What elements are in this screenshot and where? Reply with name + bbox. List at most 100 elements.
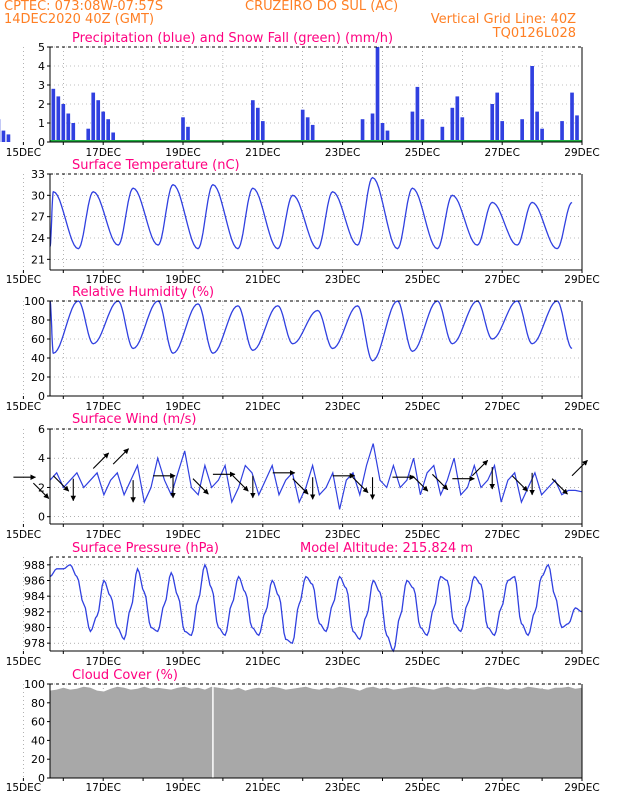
x-tick-label: 17DEC [85,147,120,159]
precip-bar [56,96,61,142]
precip-bar [86,128,91,142]
precip-bar [385,130,390,142]
precip-bar [310,124,315,142]
precip-bar [360,119,365,142]
y-tick-label: 980 [24,622,45,635]
x-tick-label: 15DEC [6,656,41,668]
y-tick-label: 986 [24,575,45,588]
y-tick-label: 978 [24,637,45,650]
y-tick-label: 0 [38,390,45,403]
x-tick-label: 21DEC [245,782,280,794]
precip-bar [305,117,310,142]
wind-vector-arrow [511,475,528,492]
precip-bar [91,92,96,142]
y-tick-label: 30 [31,189,45,202]
x-tick-label: 25DEC [405,274,440,286]
y-tick-label: 20 [31,371,45,384]
y-tick-label: 100 [24,678,45,691]
x-tick-label: 19DEC [165,274,200,286]
panel-4: 978 980 982 984 986 988 15DEC 17DEC 19DEC 21DEC 23… [6,541,600,668]
precip-bar [96,100,101,142]
x-tick-label: 17DEC [85,782,120,794]
header-code: TQ0126L028 [492,26,576,41]
wind-vector-arrow [412,475,429,492]
y-tick-label: 982 [24,606,45,619]
x-tick-label: 23DEC [325,529,360,541]
precip-bar [375,47,380,142]
precip-bar [530,66,534,142]
x-tick-label: 15DEC [6,147,41,159]
x-tick-label: 27DEC [484,147,519,159]
precip-bar [455,96,460,142]
precip-bar [535,111,539,142]
precip-bar [66,113,71,142]
y-tick-label: 984 [24,590,45,603]
header-source: CPTEC: 073:08W-07:57S [4,0,164,14]
precip-bar [71,123,76,142]
x-tick-label: 15DEC [6,401,41,413]
precip-bar [560,121,564,142]
y-tick-label: 2 [38,481,45,494]
temperature-line [49,176,573,250]
y-tick-label: 33 [31,168,45,181]
x-tick-label: 15DEC [6,529,41,541]
precip-bar [415,86,420,142]
precip-bar [300,109,305,142]
precip-bar [61,104,66,142]
precip-bar [1,130,6,142]
precip-bar [440,126,445,142]
x-tick-label: 17DEC [85,401,120,413]
x-tick-label: 27DEC [484,529,519,541]
x-tick-label: 21DEC [245,529,280,541]
x-tick-label: 23DEC [325,656,360,668]
x-tick-label: 17DEC [85,529,120,541]
wind-vector-arrow [232,475,249,492]
x-tick-label: 19DEC [165,147,200,159]
x-tick-label: 19DEC [165,529,200,541]
precip-bar [101,111,106,142]
header-date: 14DEC2020 40Z (GMT) [4,12,155,27]
x-tick-label: 27DEC [484,274,519,286]
humidity-line [49,300,573,362]
y-tick-label: 2 [38,98,45,111]
y-tick-label: 6 [38,423,45,436]
panel-3: 0 2 4 6 15DEC 17DEC 19DEC 21DEC 23DEC 25DEC 27DEC 2… [6,412,600,541]
x-tick-label: 25DEC [405,147,440,159]
x-tick-label: 29DEC [564,147,599,159]
x-tick-label: 27DEC [484,782,519,794]
y-tick-label: 40 [31,352,45,365]
x-tick-label: 25DEC [405,529,440,541]
x-tick-label: 29DEC [564,656,599,668]
precip-bar [410,111,415,142]
wind-speed-line [49,443,583,510]
wind-vector-arrow [571,459,588,477]
y-tick-label: 21 [31,253,45,266]
precip-bar [370,113,375,142]
panel-title: Surface Wind (m/s) [72,412,196,427]
pressure-line [49,563,583,653]
y-tick-label: 40 [31,734,45,747]
y-tick-label: 0 [38,511,45,524]
precip-bar [250,100,255,142]
y-tick-label: 5 [38,41,45,54]
x-tick-label: 23DEC [325,401,360,413]
precip-bar [490,104,495,142]
header-grid-note: Vertical Grid Line: 40Z [430,12,576,27]
y-tick-label: 24 [31,232,45,245]
x-tick-label: 15DEC [6,274,41,286]
x-tick-label: 25DEC [405,401,440,413]
x-tick-label: 21DEC [245,401,280,413]
x-tick-label: 19DEC [165,401,200,413]
precip-bar [500,121,505,142]
y-tick-label: 60 [31,333,45,346]
header-station: CRUZEIRO DO SUL (AC) [245,0,399,14]
x-tick-label: 29DEC [564,529,599,541]
x-tick-label: 29DEC [564,782,599,794]
y-tick-label: 60 [31,716,45,729]
precip-bar [111,132,116,142]
x-tick-label: 25DEC [405,656,440,668]
x-tick-label: 23DEC [325,147,360,159]
panel-title: Relative Humidity (%) [72,285,214,300]
panel-0: 0 1 2 3 4 5 15DEC 17DEC 19DEC 21DEC 23DEC 25DEC 27DE… [0,31,600,159]
